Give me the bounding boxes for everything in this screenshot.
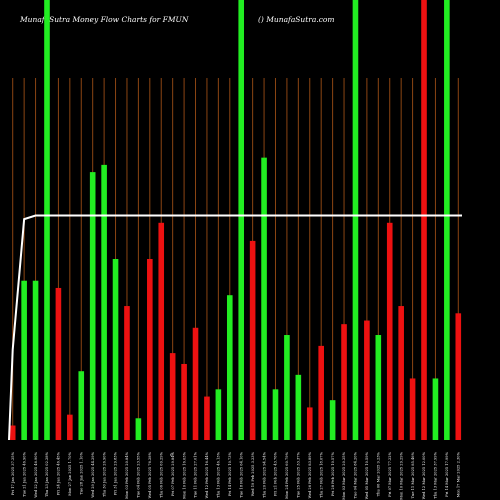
x-tick-label: Mon 27 Jan 2025 1.70% [68, 451, 72, 495]
x-tick-label: Thu 06 Feb 2025 69.29% [159, 451, 163, 497]
x-tick-label: Wed 29 Jan 2025 44.29% [91, 451, 95, 497]
x-tick-label: Tue 18 Feb 2025 64.10% [239, 451, 243, 497]
bar-2025-02-06 [158, 222, 165, 440]
bar-2025-01-17 [9, 425, 16, 440]
x-tick-label: Thu 23 Jan 2025 02.28% [45, 451, 49, 497]
bar-2025-03-03 [341, 324, 347, 440]
bar-2025-02-18 [238, 0, 245, 440]
money-flow-line-group [8, 214, 462, 441]
bar-2025-02-21 [272, 389, 279, 440]
x-tick-label: Fri 17 Jan 2025 37.25% [11, 451, 15, 495]
bar-2025-02-04 [135, 418, 142, 440]
x-tick-label: Fri 14 Mar 2025 17.99% [445, 451, 449, 496]
bar-2025-02-27 [318, 345, 324, 440]
bar-2025-02-24 [284, 335, 290, 440]
x-tick-label: Tue 21 Jan 2025 46.90% [22, 451, 26, 496]
x-tick-label: Wed 22 Jan 2025 46.90% [34, 451, 38, 497]
x-tick-label: Fri 14 Feb 2025 10.73% [228, 451, 232, 496]
bar-2025-01-23 [44, 0, 50, 440]
bar-2025-01-21 [21, 280, 27, 440]
bar-2025-02-26 [306, 407, 313, 440]
x-tick-label: Wed 19 Feb 2025 3.23% [251, 451, 255, 496]
bar-2025-03-10 [398, 306, 404, 440]
x-tick-label: Wed 26 Feb 2025 83.89% [308, 451, 312, 498]
bar-2025-02-05 [147, 259, 153, 440]
bar-2025-02-20 [261, 157, 267, 440]
bars [9, 0, 462, 440]
bar-2025-02-11 [192, 327, 199, 440]
x-tick-label: Fri 24 Jan 2025 46.45% [57, 451, 61, 495]
bar-2025-03-17 [455, 313, 462, 440]
x-tick-label: Mon 10 Mar 2025 29.29% [399, 451, 403, 499]
bar-2025-02-07 [169, 353, 176, 440]
bar-2025-02-13 [215, 389, 222, 440]
bar-2025-02-14 [226, 295, 233, 440]
x-tick-label: Fri 07 Mar 2025 77.22% [388, 451, 392, 496]
bar-2025-02-03 [124, 306, 130, 440]
bar-2025-01-24 [55, 287, 62, 440]
bar-2025-03-13 [432, 378, 439, 440]
x-tick-label: Fri 07 Feb 2025 29.84% [171, 451, 175, 496]
bar-2025-01-22 [32, 280, 39, 440]
bar-2025-03-06 [375, 335, 382, 440]
bar-2025-03-11 [409, 378, 416, 440]
x-tick-label: Fri 31 Jan 2025 29.83% [114, 451, 118, 495]
x-tick-label: Thu 06 Mar 2025 9.23% [377, 451, 381, 496]
x-tick-label: Wed 05 Feb 2025 76.28% [148, 451, 152, 498]
bar-2025-03-07 [386, 222, 393, 440]
bar-2025-03-04 [352, 0, 359, 440]
chart-title: MunafaSutra Money Flow Charts for FMUN [19, 15, 189, 24]
money-flow-line [8, 214, 462, 441]
bar-2025-03-14 [444, 0, 450, 440]
x-tick-label: Mon 03 Feb 2025 20.84% [125, 451, 129, 498]
bar-2025-02-19 [249, 240, 256, 440]
bar-2025-02-25 [295, 374, 302, 440]
bar-2025-03-05 [364, 320, 370, 440]
bar-2025-02-12 [204, 396, 210, 440]
x-tick-label: Tue 25 Feb 2025 33.37% [297, 451, 301, 497]
x-tick-label: Thu 20 Feb 2025 94.54% [262, 451, 266, 497]
x-tick-label: Thu 30 Jan 2025 26.90% [102, 451, 106, 497]
x-tick-label: Fri 28 Feb 2025 10.57% [331, 451, 335, 496]
x-tick-label: Thu 13 Mar 2025 37.99% [434, 451, 438, 498]
x-tick-label: Fri 21 Feb 2025 43.76% [274, 451, 278, 496]
x-tick-label: Tue 04 Mar 2025 84.20% [354, 451, 358, 498]
x-tick-label: Tue 28 Jan 2025 1.10% [79, 451, 83, 494]
x-tick-label: Thu 13 Feb 2025 46.13% [217, 451, 221, 497]
bar-2025-01-30 [101, 164, 107, 440]
site-label: () MunafaSutra.com [258, 15, 335, 24]
bar-2025-03-12 [421, 0, 427, 440]
bar-2025-01-28 [78, 371, 85, 440]
bar-2025-01-29 [89, 172, 96, 440]
x-tick-labels: Fri 17 Jan 2025 37.25% Tue 21 Jan 2025 46… [11, 451, 461, 499]
bar-2025-02-28 [329, 400, 336, 440]
x-tick-label: Tue 11 Mar 2025 85.46% [411, 451, 415, 498]
x-tick-label: Wed 12 Feb 2025 16.44% [205, 451, 209, 498]
x-tick-label: Mon 10 Feb 2025 16.03% [182, 451, 186, 498]
x-tick-label: Thu 27 Feb 2025 18.07% [319, 451, 323, 497]
bar-2025-01-31 [112, 259, 119, 440]
x-tick-label: Wed 05 Mar 2025 10.59% [365, 451, 369, 499]
bar-2025-01-27 [67, 414, 73, 440]
x-tick-label: Mon 03 Mar 2025 20.25% [342, 451, 346, 499]
x-tick-label: Mon 17 Mar 2025 2.30% [456, 451, 460, 497]
bar-2025-02-10 [181, 363, 187, 440]
x-tick-label: Mon 24 Feb 2025 60.79% [285, 451, 289, 498]
x-tick-label: Wed 12 Mar 2025 12.00% [422, 451, 426, 499]
x-tick-label: Tue 11 Feb 2025 27.01% [194, 451, 198, 497]
x-tick-label: Tue 04 Feb 2025 23.55% [137, 451, 141, 497]
x-axis-marker: C [170, 453, 173, 457]
